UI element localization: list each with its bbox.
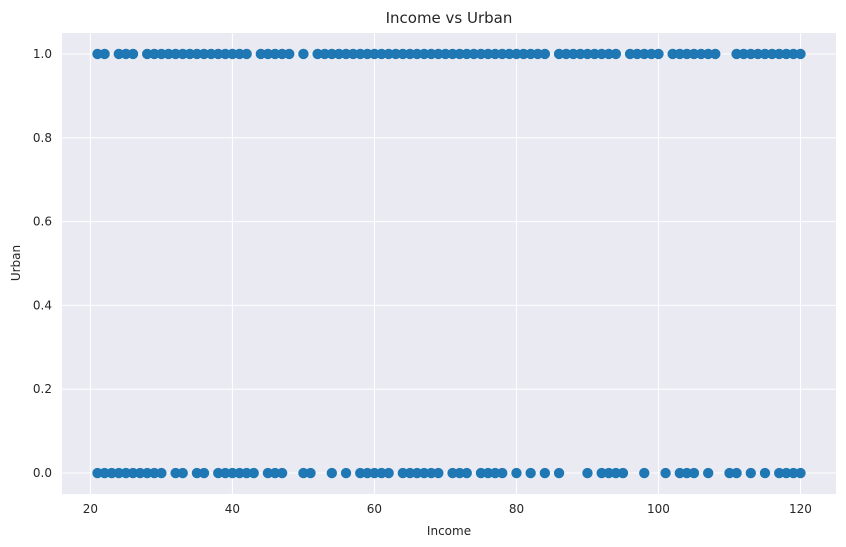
data-point bbox=[383, 467, 394, 479]
data-point bbox=[688, 467, 700, 479]
y-tick-label: 0.6 bbox=[33, 215, 52, 229]
data-point bbox=[284, 48, 295, 60]
x-tick-label: 40 bbox=[225, 502, 240, 516]
y-tick-label: 0.2 bbox=[33, 382, 52, 396]
data-points bbox=[92, 48, 806, 479]
y-axis-label: Urban bbox=[9, 245, 23, 281]
data-point bbox=[553, 467, 565, 479]
data-point bbox=[795, 48, 806, 60]
data-point bbox=[156, 467, 167, 479]
x-tick-label: 100 bbox=[647, 502, 670, 516]
data-point bbox=[326, 467, 338, 479]
data-point bbox=[497, 467, 508, 479]
y-tick-label: 0.4 bbox=[33, 298, 52, 312]
y-tick-labels: 0.0 0.2 0.4 0.6 0.8 1.0 bbox=[33, 47, 52, 480]
data-point bbox=[298, 48, 309, 60]
data-point bbox=[511, 467, 522, 479]
y-tick-label: 0.8 bbox=[33, 131, 52, 145]
data-point bbox=[177, 467, 188, 479]
data-point bbox=[745, 467, 756, 479]
x-tick-label: 120 bbox=[789, 502, 812, 516]
data-point bbox=[639, 467, 650, 479]
data-point bbox=[305, 467, 316, 479]
x-tick-label: 80 bbox=[509, 502, 524, 516]
data-point bbox=[127, 48, 139, 60]
data-point bbox=[759, 467, 771, 479]
x-axis-label: Income bbox=[427, 524, 471, 538]
data-point bbox=[653, 48, 664, 60]
data-point bbox=[702, 467, 714, 479]
y-tick-label: 0.0 bbox=[33, 466, 52, 480]
data-point bbox=[276, 467, 288, 479]
x-gridlines bbox=[89, 33, 801, 494]
data-point bbox=[525, 467, 536, 479]
data-point bbox=[340, 467, 352, 479]
data-point bbox=[795, 467, 806, 479]
data-point bbox=[660, 467, 671, 479]
x-tick-label: 20 bbox=[83, 502, 98, 516]
data-point bbox=[198, 467, 210, 479]
data-point bbox=[539, 48, 551, 60]
y-tick-label: 1.0 bbox=[33, 47, 52, 61]
data-point bbox=[731, 467, 742, 479]
x-tick-labels: 20 40 60 80 100 120 bbox=[83, 502, 812, 516]
data-point bbox=[582, 467, 593, 479]
plot-background bbox=[62, 33, 836, 494]
data-point bbox=[241, 48, 252, 60]
data-point bbox=[539, 467, 551, 479]
data-point bbox=[610, 48, 622, 60]
data-point bbox=[617, 467, 629, 479]
data-point bbox=[433, 467, 444, 479]
data-point bbox=[710, 48, 721, 60]
x-tick-label: 60 bbox=[367, 502, 382, 516]
data-point bbox=[248, 467, 259, 479]
data-point bbox=[99, 48, 110, 60]
data-point bbox=[461, 467, 472, 479]
chart-title: Income vs Urban bbox=[386, 9, 513, 27]
